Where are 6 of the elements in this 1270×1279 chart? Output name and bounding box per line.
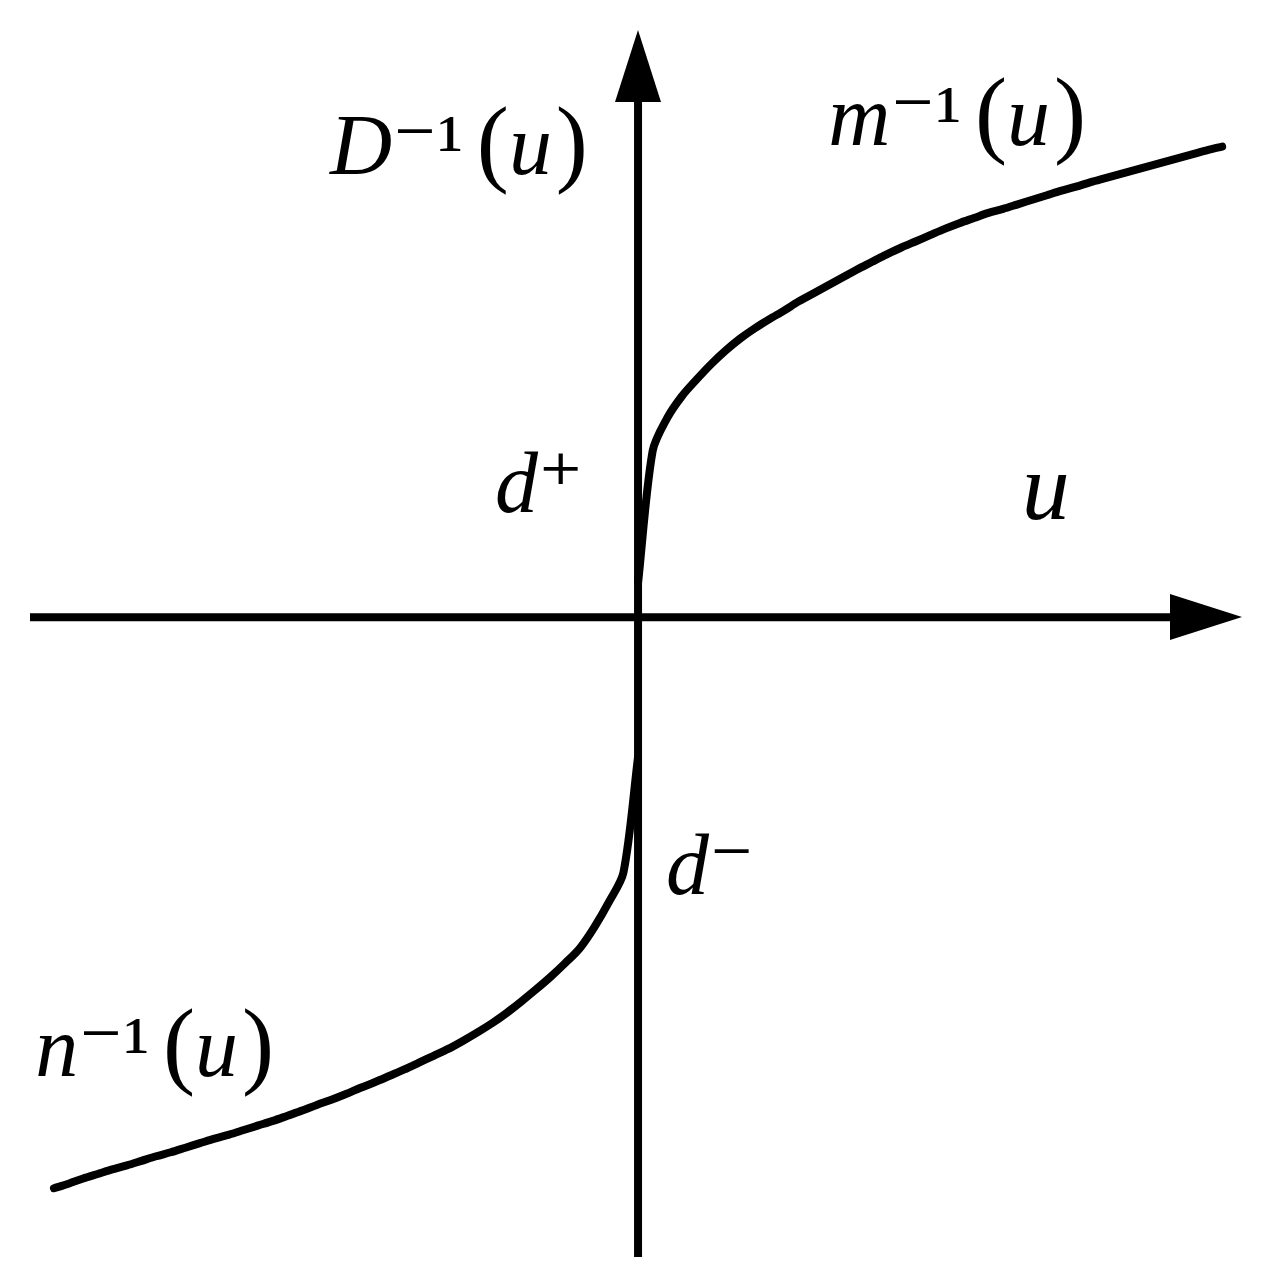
x-axis-title: u xyxy=(1021,433,1070,541)
y-axis-title: D⁻¹(u) xyxy=(330,88,588,195)
annotation: d⁺ xyxy=(495,435,584,532)
annotation: d⁻ xyxy=(666,817,755,914)
series-label: n⁻¹(u) xyxy=(35,990,274,1097)
legend-label: m⁻¹(u) xyxy=(828,59,1086,166)
